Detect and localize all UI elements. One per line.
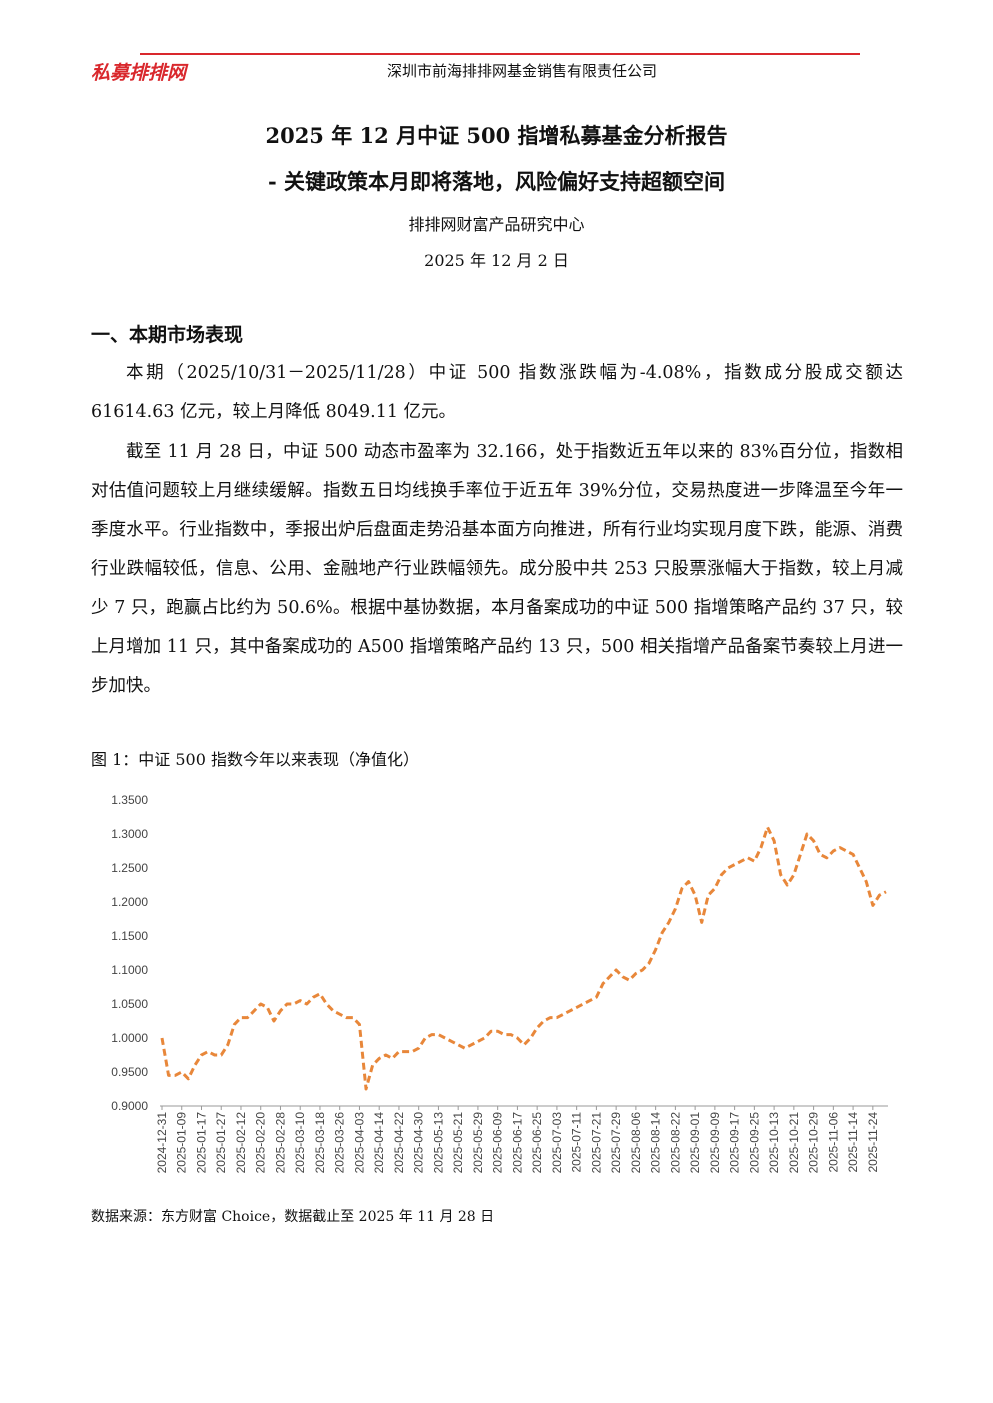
x-tick-label: 2025-09-25 bbox=[747, 1112, 761, 1174]
logo: 私募排排网 bbox=[91, 62, 187, 84]
x-tick-label: 2025-10-13 bbox=[767, 1112, 781, 1174]
x-tick-label: 2025-06-09 bbox=[491, 1112, 505, 1174]
date: 2025 年 12 月 2 日 bbox=[424, 251, 569, 270]
x-tick-label: 2025-01-17 bbox=[194, 1112, 208, 1174]
x-tick-label: 2025-10-29 bbox=[807, 1112, 821, 1174]
figure-caption: 图 1：中证 500 指数今年以来表现（净值化） bbox=[91, 750, 419, 769]
x-tick-label: 2025-04-30 bbox=[412, 1112, 426, 1174]
x-tick-label: 2025-02-28 bbox=[273, 1112, 287, 1174]
x-tick-label: 2025-06-17 bbox=[510, 1112, 524, 1174]
y-tick-label: 1.0500 bbox=[111, 997, 148, 1011]
header-rule bbox=[140, 53, 860, 55]
y-tick-label: 0.9500 bbox=[111, 1065, 148, 1079]
x-tick-label: 2025-06-25 bbox=[530, 1112, 544, 1174]
x-tick-label: 2025-11-06 bbox=[826, 1112, 840, 1173]
x-tick-label: 2025-08-14 bbox=[649, 1112, 663, 1174]
index-line bbox=[160, 825, 887, 1091]
y-tick-label: 1.0000 bbox=[111, 1031, 148, 1045]
x-tick-label: 2025-07-29 bbox=[609, 1112, 623, 1174]
y-tick-label: 1.2000 bbox=[111, 895, 148, 909]
title: 2025 年 12 月中证 500 指增私募基金分析报告 bbox=[265, 123, 728, 148]
subtitle: - 关键政策本月即将落地，风险偏好支持超额空间 bbox=[267, 169, 726, 194]
company-name: 深圳市前海排排网基金销售有限责任公司 bbox=[386, 62, 657, 80]
x-tick-label: 2025-03-18 bbox=[313, 1112, 327, 1174]
x-tick-label: 2025-05-21 bbox=[451, 1112, 465, 1174]
x-tick-label: 2025-09-17 bbox=[728, 1112, 742, 1174]
x-tick-label: 2025-10-21 bbox=[787, 1112, 801, 1174]
x-tick-label: 2025-01-09 bbox=[175, 1112, 189, 1174]
paragraph: 本期（2025/10/31－2025/11/28）中证 500 指数涨跌幅为-4… bbox=[91, 363, 903, 422]
x-tick-label: 2025-01-27 bbox=[214, 1112, 228, 1174]
y-tick-label: 1.3000 bbox=[111, 827, 148, 841]
x-tick-label: 2025-04-03 bbox=[352, 1112, 366, 1174]
y-tick-label: 1.2500 bbox=[111, 861, 148, 875]
y-tick-label: 1.3500 bbox=[111, 793, 148, 807]
x-tick-label: 2025-04-14 bbox=[372, 1112, 386, 1174]
x-tick-label: 2025-02-12 bbox=[234, 1112, 248, 1174]
body-text: 本期（2025/10/31－2025/11/28）中证 500 指数涨跌幅为-4… bbox=[91, 354, 903, 707]
x-tick-label: 2025-03-10 bbox=[293, 1112, 307, 1174]
x-tick-label: 2025-08-22 bbox=[668, 1112, 682, 1174]
section-heading: 一、本期市场表现 bbox=[91, 324, 244, 346]
x-tick-label: 2025-09-09 bbox=[708, 1112, 722, 1174]
x-tick-label: 2025-04-22 bbox=[392, 1112, 406, 1174]
y-tick-label: 1.1000 bbox=[111, 963, 148, 977]
x-tick-label: 2025-07-03 bbox=[550, 1112, 564, 1174]
y-tick-label: 1.1500 bbox=[111, 929, 148, 943]
source-note: 数据来源：东方财富 Choice，数据截止至 2025 年 11 月 28 日 bbox=[91, 1209, 495, 1225]
x-tick-label: 2025-07-21 bbox=[589, 1112, 603, 1174]
x-tick-label: 2025-07-11 bbox=[570, 1112, 584, 1173]
y-tick-label: 0.9000 bbox=[111, 1099, 148, 1113]
x-tick-label: 2025-09-01 bbox=[688, 1112, 702, 1174]
chart: 0.9000 0.9500 1.0000 1.0500 1.1000 1.1500 1.20… bbox=[111, 793, 888, 1174]
x-tick-label: 2025-11-14 bbox=[846, 1112, 860, 1173]
x-tick-label: 2025-08-06 bbox=[629, 1112, 643, 1174]
x-tick-label: 2025-05-29 bbox=[471, 1112, 485, 1174]
x-tick-label: 2025-11-24 bbox=[866, 1112, 880, 1173]
author: 排排网财富产品研究中心 bbox=[408, 215, 585, 234]
x-tick-label: 2025-02-20 bbox=[254, 1112, 268, 1174]
paragraph: 截至 11 月 28 日，中证 500 动态市盈率为 32.166，处于指数近五… bbox=[91, 442, 903, 696]
x-tick-label: 2024-12-31 bbox=[155, 1112, 169, 1174]
x-tick-label: 2025-05-13 bbox=[431, 1112, 445, 1174]
x-tick-label: 2025-03-26 bbox=[333, 1112, 347, 1174]
